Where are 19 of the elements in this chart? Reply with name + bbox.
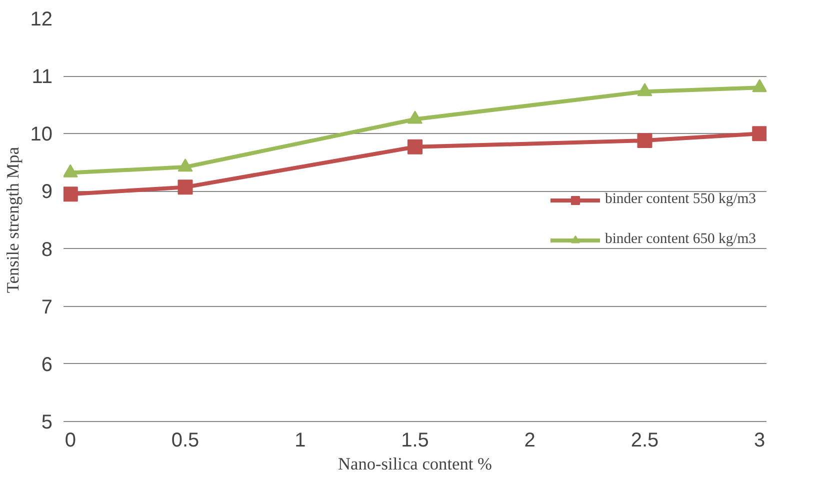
y-tick-label: 9 xyxy=(41,181,52,204)
y-tick-label: 11 xyxy=(32,66,53,88)
x-tick-label: 2 xyxy=(524,430,536,452)
x-tick-label: 1.5 xyxy=(401,430,429,452)
y-tick-label: 6 xyxy=(41,354,52,376)
x-tick-label: 2.5 xyxy=(630,430,659,452)
x-tick-label: 0.5 xyxy=(171,430,200,452)
x-tick-label: 3 xyxy=(754,430,766,452)
y-axis-title: Tensile strength Mpa xyxy=(3,146,22,294)
x-axis-title: Nano-silica content % xyxy=(338,454,492,474)
y-tick-label: 7 xyxy=(41,296,52,318)
x-tick-label: 0 xyxy=(64,430,76,452)
y-tick-label: 12 xyxy=(30,8,53,30)
y-tick-label: 5 xyxy=(41,412,52,434)
y-tick-label: 8 xyxy=(41,238,52,261)
y-tick-label: 10 xyxy=(30,124,53,146)
legend-label: binder content 550 kg/m3 xyxy=(604,191,756,208)
x-tick-label: 1 xyxy=(294,430,306,452)
legend-label: binder content 650 kg/m3 xyxy=(604,231,756,248)
